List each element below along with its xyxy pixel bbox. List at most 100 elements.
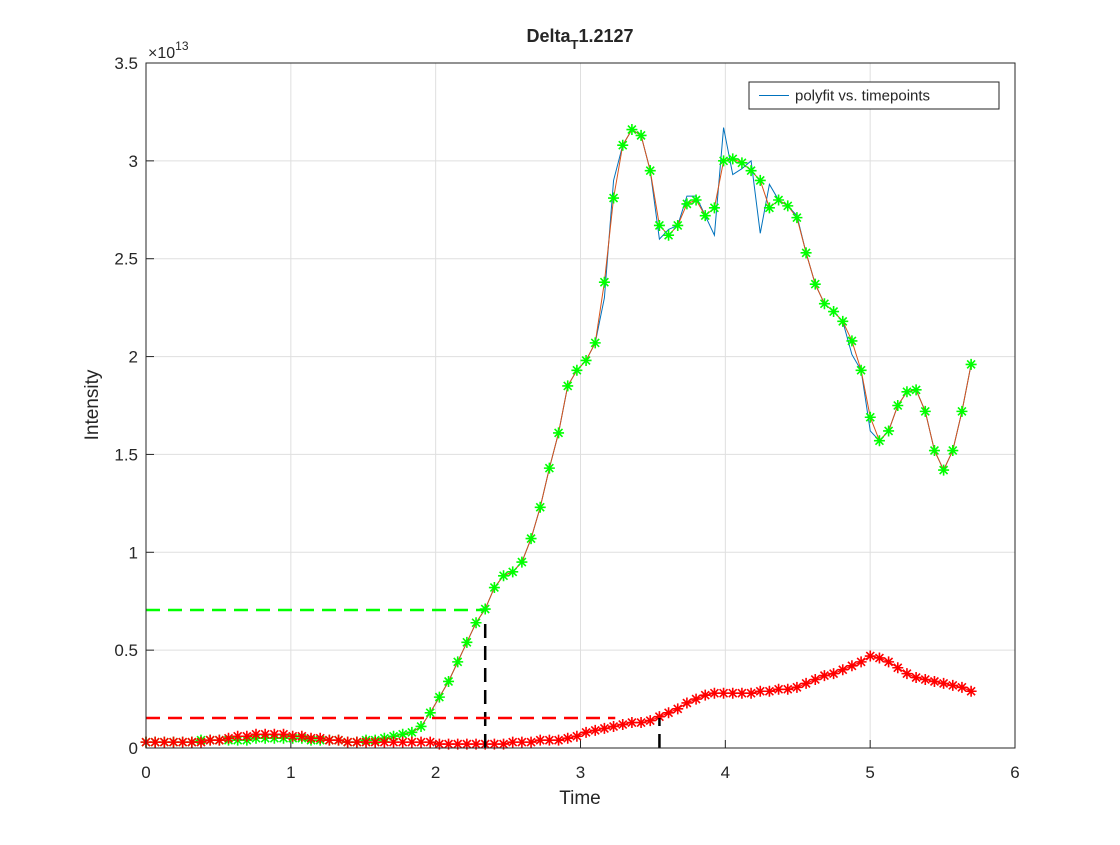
star-marker bbox=[617, 719, 629, 731]
star-marker bbox=[589, 724, 601, 736]
star-marker bbox=[452, 738, 464, 750]
star-marker bbox=[809, 674, 821, 685]
star-marker bbox=[754, 174, 766, 186]
legend-box bbox=[748, 81, 1000, 110]
star-marker bbox=[855, 656, 867, 668]
marks bbox=[140, 124, 977, 750]
star-marker bbox=[965, 358, 977, 370]
star-marker bbox=[516, 736, 528, 748]
star-marker bbox=[883, 425, 895, 437]
star-marker bbox=[204, 734, 216, 746]
star-marker bbox=[598, 722, 610, 734]
star-marker bbox=[278, 728, 290, 740]
star-marker bbox=[663, 707, 675, 719]
star-marker bbox=[635, 717, 647, 729]
star-marker bbox=[534, 734, 546, 746]
star-marker bbox=[406, 726, 418, 738]
star-marker bbox=[589, 337, 601, 349]
x-tick-label: 6 bbox=[1010, 763, 1019, 782]
star-marker bbox=[626, 717, 638, 729]
star-marker bbox=[782, 683, 794, 695]
star-marker bbox=[745, 165, 757, 177]
star-marker bbox=[901, 668, 913, 680]
x-tick-label: 3 bbox=[576, 763, 585, 782]
star-marker bbox=[498, 738, 510, 750]
axes-box bbox=[145, 62, 1016, 749]
star-marker bbox=[690, 693, 702, 705]
star-marker bbox=[928, 445, 940, 457]
star-marker bbox=[928, 675, 940, 687]
star-marker bbox=[883, 656, 895, 668]
star-marker bbox=[938, 464, 950, 476]
star-marker bbox=[177, 736, 189, 748]
star-marker bbox=[699, 689, 711, 701]
y-exponent-power: 13 bbox=[175, 39, 189, 53]
star-marker bbox=[809, 278, 821, 290]
star-marker bbox=[873, 652, 885, 664]
star-marker bbox=[663, 229, 675, 241]
star-marker bbox=[287, 730, 299, 742]
star-marker bbox=[433, 738, 445, 750]
star-marker bbox=[727, 153, 739, 165]
star-marker bbox=[424, 707, 436, 719]
star-marker bbox=[525, 533, 537, 545]
star-marker bbox=[342, 736, 354, 748]
star-marker bbox=[186, 736, 198, 748]
star-marker bbox=[498, 570, 510, 582]
star-marker bbox=[268, 728, 280, 740]
star-marker bbox=[956, 681, 968, 693]
star-marker bbox=[653, 711, 665, 723]
star-marker bbox=[507, 566, 519, 578]
star-marker bbox=[626, 124, 638, 136]
star-marker bbox=[470, 617, 482, 629]
y-exponent-base: ×10 bbox=[148, 45, 175, 62]
y-tick-label: 1.5 bbox=[114, 445, 138, 464]
star-marker bbox=[397, 728, 409, 740]
star-marker bbox=[846, 660, 858, 672]
y-tick-label: 0.5 bbox=[114, 641, 138, 660]
star-marker bbox=[864, 650, 876, 662]
star-marker bbox=[534, 501, 546, 513]
y-axis-label: Intensity bbox=[82, 369, 103, 440]
y-tick-label: 0 bbox=[129, 739, 138, 758]
star-marker bbox=[672, 219, 684, 231]
star-marker bbox=[314, 732, 326, 744]
star-marker bbox=[892, 662, 904, 674]
star-marker bbox=[213, 734, 225, 746]
star-marker bbox=[351, 736, 363, 748]
star-marker bbox=[919, 674, 931, 685]
title-subscript: T bbox=[571, 37, 579, 52]
star-marker bbox=[608, 192, 620, 204]
star-marker bbox=[910, 672, 922, 684]
star-marker bbox=[543, 462, 555, 474]
chart-title: DeltaT1.2127 bbox=[526, 26, 633, 52]
star-marker bbox=[232, 730, 244, 742]
star-marker bbox=[168, 736, 180, 748]
star-marker bbox=[910, 384, 922, 396]
star-marker bbox=[470, 738, 482, 750]
x-tick-label: 1 bbox=[286, 763, 295, 782]
star-marker bbox=[864, 411, 876, 423]
star-marker bbox=[378, 736, 390, 748]
star-marker bbox=[745, 687, 757, 699]
star-marker bbox=[782, 200, 794, 212]
star-marker bbox=[415, 720, 427, 732]
star-marker bbox=[443, 738, 455, 750]
star-marker bbox=[388, 730, 400, 742]
star-marker bbox=[763, 685, 775, 697]
star-marker bbox=[727, 687, 739, 699]
star-marker bbox=[828, 668, 840, 680]
star-marker bbox=[525, 736, 537, 748]
star-marker bbox=[892, 400, 904, 411]
star-marker bbox=[635, 129, 647, 141]
star-marker bbox=[965, 685, 977, 697]
star-marker bbox=[488, 582, 500, 594]
star-marker bbox=[241, 730, 253, 742]
grid bbox=[145, 62, 1016, 749]
star-marker bbox=[938, 677, 950, 689]
star-marker bbox=[452, 656, 464, 668]
star-marker bbox=[672, 703, 684, 715]
star-marker bbox=[571, 364, 583, 376]
legend: polyfit vs. timepoints bbox=[748, 81, 1000, 110]
